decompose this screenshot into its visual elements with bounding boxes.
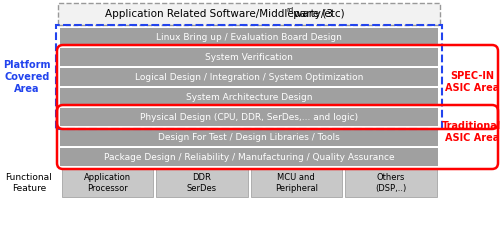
Bar	[60, 148, 438, 166]
Text: rd: rd	[286, 8, 294, 14]
Text: Application Related Software/Middleware (3: Application Related Software/Middleware …	[105, 9, 333, 19]
Text: MCU and
Peripheral: MCU and Peripheral	[275, 173, 318, 193]
Bar	[60, 108, 438, 126]
Bar	[60, 88, 438, 106]
Text: Traditional
ASIC Area: Traditional ASIC Area	[442, 121, 500, 143]
Bar	[60, 128, 438, 146]
Bar	[56, 25, 442, 129]
Text: party/etc): party/etc)	[290, 9, 344, 19]
Bar	[58, 3, 440, 25]
Text: Design For Test / Design Libraries / Tools: Design For Test / Design Libraries / Too…	[158, 132, 340, 141]
Text: Physical Design (CPU, DDR, SerDes,... and logic): Physical Design (CPU, DDR, SerDes,... an…	[140, 112, 358, 122]
Bar	[345, 169, 436, 197]
Text: Logical Design / Integration / System Optimization: Logical Design / Integration / System Op…	[135, 72, 363, 82]
Text: Application
Processor: Application Processor	[84, 173, 131, 193]
Text: Linux Bring up / Evaluation Board Design: Linux Bring up / Evaluation Board Design	[156, 32, 342, 42]
Bar	[156, 169, 248, 197]
Text: Others
(DSP,..): Others (DSP,..)	[375, 173, 406, 193]
Bar	[60, 48, 438, 66]
Bar	[250, 169, 342, 197]
Text: Package Design / Reliability / Manufacturing / Quality Assurance: Package Design / Reliability / Manufactu…	[104, 152, 395, 162]
Bar	[62, 169, 153, 197]
Text: Functional
Feature: Functional Feature	[6, 173, 52, 193]
Text: DDR
SerDes: DDR SerDes	[186, 173, 217, 193]
Text: System Verification: System Verification	[205, 52, 293, 62]
Text: SPEC-IN
ASIC Area: SPEC-IN ASIC Area	[445, 71, 499, 93]
Text: Platform
Covered
Area: Platform Covered Area	[4, 60, 51, 94]
Bar	[60, 28, 438, 46]
Text: System Architecture Design: System Architecture Design	[186, 92, 312, 102]
Bar	[60, 68, 438, 86]
